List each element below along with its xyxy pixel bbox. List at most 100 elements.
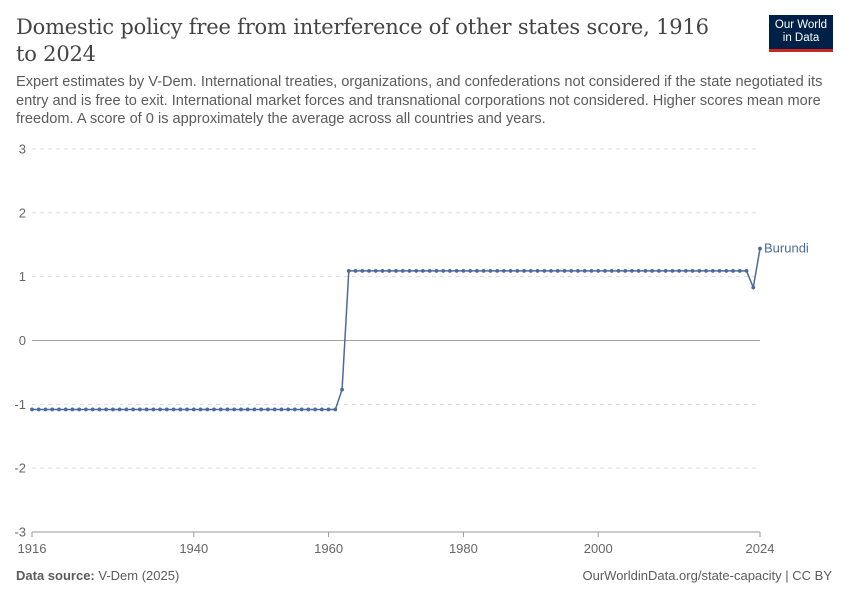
y-tick-label: 3 [19,142,26,157]
data-point [690,269,695,273]
data-point [225,407,230,412]
data-point [394,269,398,273]
data-point [151,407,156,412]
data-point [84,407,88,412]
data-point [474,269,479,273]
data-point [434,269,439,273]
data-point [245,407,250,412]
grid-lines [32,148,760,533]
data-point [346,269,351,273]
data-point [569,269,574,273]
line-chart: 3 2 1 0 -1 -2 -3 1916 1940 1960 1980 2000 2024 Buru… [14,142,809,557]
data-point [360,269,365,273]
data-point [292,407,297,412]
data-point [306,407,311,412]
data-point [683,269,688,273]
data-point [461,269,466,273]
data-point [50,407,55,412]
data-point [421,269,425,273]
data-point [205,407,210,412]
data-point [373,269,378,273]
data-point [212,407,216,412]
data-point [562,269,567,273]
data-point [717,269,722,273]
data-point [495,269,500,273]
chart-title: Domestic policy free from interference o… [16,15,709,66]
data-point [400,269,405,273]
data-point [218,407,223,412]
data-point [131,407,136,412]
data-point [340,387,344,392]
data-point [697,269,702,273]
data-point [663,269,668,273]
data-point [171,407,176,412]
owid-logo[interactable]: Our World in Data [769,15,833,52]
x-tick-label: 1980 [449,541,478,556]
data-point [582,269,587,273]
x-axis: 1916 1940 1960 1980 2000 2024 [18,531,775,556]
data-point [239,407,243,412]
x-tick-label: 1960 [314,541,343,556]
series-layer: Burundi [30,241,809,412]
source-value: V-Dem (2025) [98,568,180,583]
data-point [427,269,432,273]
data-point [528,269,533,273]
data-point [589,269,594,273]
data-point [704,269,708,273]
data-point [501,269,506,273]
y-tick-label: 1 [19,269,26,284]
data-point [57,407,61,412]
data-point [609,269,614,273]
data-point [488,269,493,273]
data-source: Data source: V-Dem (2025) [16,568,179,583]
data-point [630,269,634,273]
data-point [313,407,318,412]
data-point [191,407,196,412]
data-point [656,269,661,273]
logo-line-2: in Data [782,32,820,44]
data-point [636,269,641,273]
data-point [555,269,560,273]
data-point [164,407,169,412]
data-point [623,269,628,273]
y-tick-label: -2 [14,461,26,476]
x-tick-label: 1940 [179,541,208,556]
x-tick-label: 1916 [18,541,47,556]
data-point [616,269,621,273]
y-tick-label: 0 [19,333,26,348]
data-point [508,269,513,273]
data-point [542,269,547,273]
data-point [677,269,682,273]
data-point [414,269,419,273]
data-point [710,269,715,273]
data-point [407,269,412,273]
data-point [266,407,270,412]
data-point [535,269,540,273]
data-point [751,285,756,290]
data-point [724,269,729,273]
data-point [650,269,655,273]
source-link[interactable]: OurWorldinData.org/state-capacity | CC B… [582,568,832,583]
data-point [144,407,149,412]
y-axis-ticks: 3 2 1 0 -1 -2 -3 [14,142,26,540]
data-point [43,407,48,412]
data-point [77,407,82,412]
data-point [522,269,526,273]
data-point [319,407,324,412]
data-point [299,407,304,412]
x-tick-label: 2000 [584,541,613,556]
data-point [576,269,580,273]
data-point [387,269,392,273]
x-tick-label: 2024 [746,541,775,556]
data-point [232,407,237,412]
data-point [603,269,607,273]
data-point [198,407,203,412]
data-point [272,407,277,412]
y-tick-label: 2 [19,205,26,220]
data-point [441,269,446,273]
data-point [731,269,735,273]
data-point [448,269,452,273]
data-point [97,407,102,412]
data-point [367,269,371,273]
data-point [158,407,162,412]
